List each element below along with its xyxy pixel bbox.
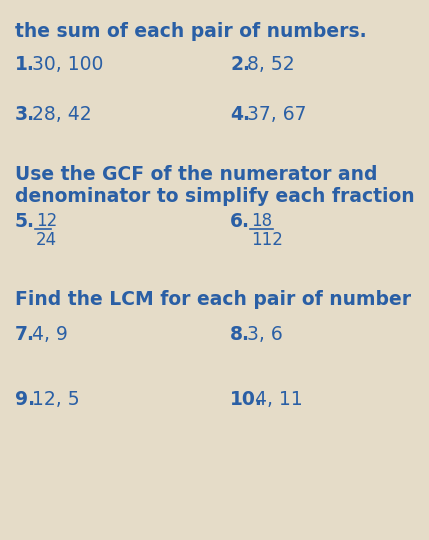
Text: Use the GCF of the numerator and: Use the GCF of the numerator and	[15, 165, 378, 184]
Text: 24: 24	[36, 231, 57, 249]
Text: 10.: 10.	[230, 390, 263, 409]
Text: 18: 18	[251, 212, 272, 230]
Text: 12: 12	[36, 212, 57, 230]
Text: 37, 67: 37, 67	[247, 105, 306, 124]
Text: 3, 6: 3, 6	[247, 325, 282, 344]
Text: 9.: 9.	[15, 390, 35, 409]
Text: 8.: 8.	[230, 325, 250, 344]
Text: 1.: 1.	[15, 55, 35, 74]
Text: the sum of each pair of numbers.: the sum of each pair of numbers.	[15, 22, 367, 41]
Text: 12, 5: 12, 5	[32, 390, 79, 409]
Text: 28, 42: 28, 42	[32, 105, 91, 124]
Text: 3.: 3.	[15, 105, 35, 124]
Text: 8, 52: 8, 52	[247, 55, 294, 74]
Text: 2.: 2.	[230, 55, 250, 74]
Text: 4, 9: 4, 9	[32, 325, 68, 344]
Text: 112: 112	[251, 231, 283, 249]
Text: 5.: 5.	[15, 212, 35, 231]
Text: 7.: 7.	[15, 325, 35, 344]
Text: 6.: 6.	[230, 212, 250, 231]
Text: denominator to simplify each fraction: denominator to simplify each fraction	[15, 187, 414, 206]
Text: 4.: 4.	[230, 105, 250, 124]
Text: 30, 100: 30, 100	[32, 55, 103, 74]
Text: 4, 11: 4, 11	[255, 390, 303, 409]
Text: Find the LCM for each pair of number: Find the LCM for each pair of number	[15, 290, 411, 309]
